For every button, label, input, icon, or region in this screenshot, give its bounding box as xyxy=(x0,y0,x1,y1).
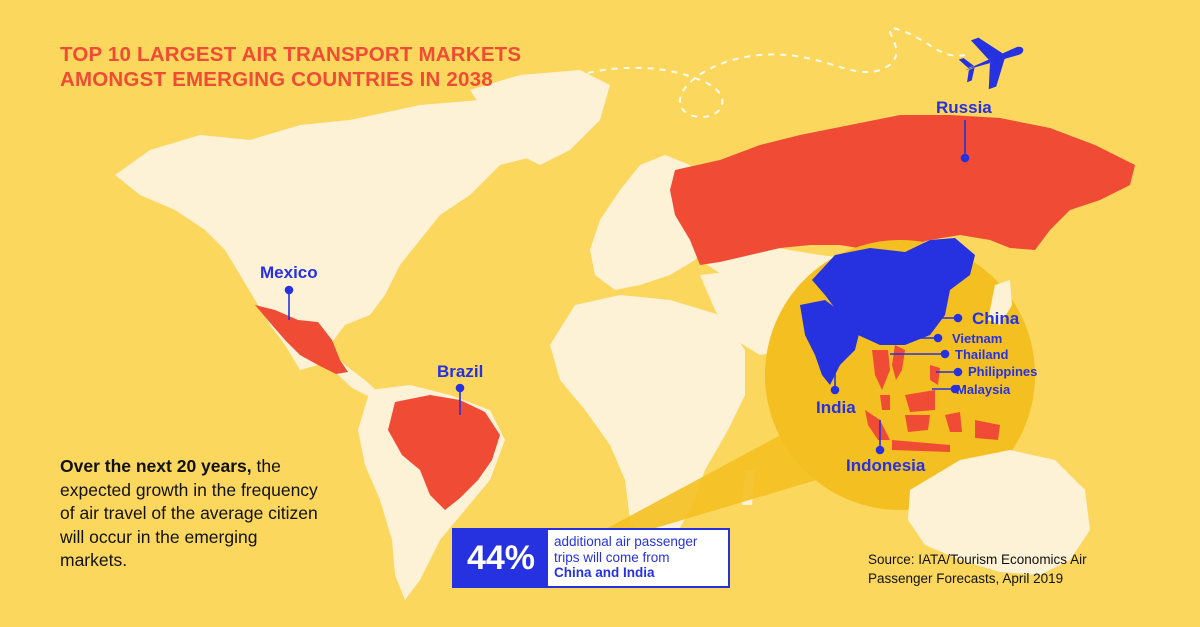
flight-path xyxy=(499,27,966,118)
growth-note-lead: Over the next 20 years, xyxy=(60,456,252,476)
stat-text: additional air passenger trips will come… xyxy=(554,534,698,565)
mexico-dot xyxy=(284,285,294,295)
source-note: Source: IATA/Tourism Economics Air Passe… xyxy=(868,552,1087,586)
indonesia xyxy=(865,410,1000,452)
greenland xyxy=(470,70,610,165)
australia xyxy=(908,450,1090,575)
brazil-dot xyxy=(455,383,465,393)
indonesia-dot xyxy=(875,445,885,455)
stat-value: 44% xyxy=(454,530,548,586)
malaysia xyxy=(880,390,935,412)
label-china: China xyxy=(972,309,1020,328)
thailand-dot xyxy=(940,349,950,359)
zoom-beam xyxy=(548,430,850,560)
philippines xyxy=(930,365,940,385)
title-line-1: TOP 10 LARGEST AIR TRANSPORT MARKETS xyxy=(60,43,522,66)
mexico xyxy=(255,305,348,374)
vietnam-dot xyxy=(933,333,943,343)
brazil xyxy=(388,395,500,510)
stat-callout: 44% additional air passenger trips will … xyxy=(452,528,730,588)
india xyxy=(800,300,860,385)
label-india: India xyxy=(816,398,856,417)
label-vietnam: Vietnam xyxy=(952,331,1003,346)
label-russia: Russia xyxy=(936,98,992,117)
label-mexico: Mexico xyxy=(260,263,318,282)
thailand xyxy=(872,350,890,390)
label-brazil: Brazil xyxy=(437,362,484,381)
japan xyxy=(988,280,1012,325)
stat-highlight: China and India xyxy=(554,565,655,580)
malaysia-dot xyxy=(950,384,960,394)
label-thailand: Thailand xyxy=(955,347,1009,362)
central-america xyxy=(330,350,378,397)
stat-description: additional air passenger trips will come… xyxy=(554,534,726,581)
russia xyxy=(670,115,1135,265)
north-america-landmass xyxy=(115,100,560,370)
growth-note: Over the next 20 years, the expected gro… xyxy=(60,455,320,573)
label-indonesia: Indonesia xyxy=(846,456,926,475)
label-philippines: Philippines xyxy=(968,364,1038,379)
india-dot xyxy=(830,385,840,395)
label-malaysia: Malaysia xyxy=(956,382,1011,397)
page-title: TOP 10 LARGEST AIR TRANSPORT MARKETS AMO… xyxy=(60,42,521,92)
china-dot xyxy=(953,313,963,323)
airplane-icon xyxy=(958,37,1024,90)
growth-note-body: the expected growth in the frequency of … xyxy=(60,456,318,570)
russia-dot xyxy=(960,153,970,163)
title-line-2: AMONGST EMERGING COUNTRIES IN 2038 xyxy=(60,68,493,91)
philippines-dot xyxy=(953,367,963,377)
